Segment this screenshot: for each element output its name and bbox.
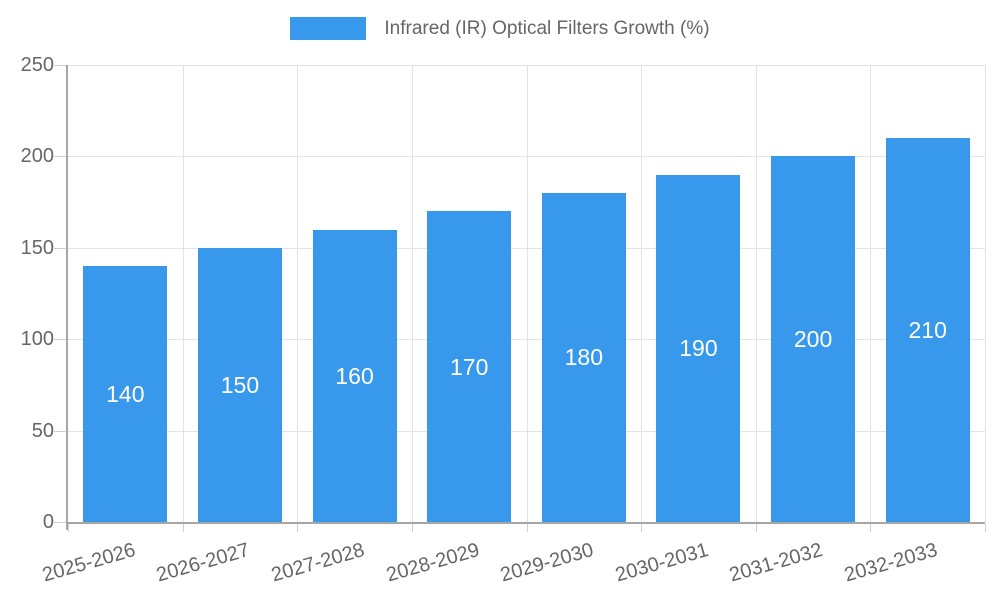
y-tick-label: 50 [31,419,54,442]
x-gridline [411,65,413,522]
bar[interactable] [427,211,512,522]
x-tick-label: 2032-2033 [842,538,941,587]
x-axis-tick [641,524,643,532]
y-tick-label: 150 [20,236,54,259]
bar-value-label: 140 [106,381,145,408]
bar-value-label: 170 [450,353,489,380]
bar[interactable] [541,192,626,522]
x-tick-label: 2028-2029 [383,538,482,587]
x-gridline [526,65,528,522]
x-axis-tick [182,524,184,532]
x-axis-line [66,522,985,524]
bar[interactable] [83,266,168,522]
legend-label: Infrared (IR) Optical Filters Growth (%) [384,17,710,39]
x-axis-tick [870,524,872,532]
bar-value-label: 200 [793,326,833,353]
legend[interactable]: Infrared (IR) Optical Filters Growth (%) [0,17,1000,40]
x-axis-tick [297,524,299,532]
x-gridline [182,65,184,522]
y-tick-label: 100 [20,328,54,351]
bar[interactable] [197,247,282,522]
x-tick-label: 2026-2027 [154,538,253,587]
y-axis-tick [54,430,66,432]
x-axis-tick [755,524,757,532]
x-axis-tick [68,524,69,532]
bar-value-label: 160 [335,362,374,389]
y-axis-line [66,65,68,530]
x-gridline [985,65,986,522]
x-gridline [870,65,872,522]
x-axis-tick [411,524,413,532]
x-axis-tick [985,524,986,532]
y-axis-tick [54,65,66,66]
x-gridline [755,65,757,522]
bar-value-label: 210 [908,317,947,344]
y-tick-label: 0 [42,511,54,533]
x-gridline [297,65,299,522]
y-axis-tick [54,247,66,249]
y-axis-tick [54,339,66,341]
bar-value-label: 150 [220,371,260,398]
y-axis-tick [54,156,66,158]
bar[interactable] [312,229,397,522]
bar[interactable] [885,138,970,522]
x-tick-label: 2025-2026 [39,538,138,587]
y-axis-tick [54,522,66,523]
x-gridline [641,65,643,522]
bar-value-label: 190 [679,335,718,362]
x-tick-label: 2030-2031 [612,538,711,587]
x-tick-label: 2029-2030 [498,538,597,587]
bar-value-label: 180 [564,344,603,371]
x-tick-label: 2031-2032 [727,538,826,587]
x-axis-tick [526,524,528,532]
y-tick-label: 200 [20,145,54,168]
x-tick-label: 2027-2028 [268,538,367,587]
plot-area: 140 150 160 170 180 190 200 210 [54,65,986,532]
bar[interactable] [656,174,741,522]
bar[interactable] [771,156,856,522]
y-tick-label: 250 [20,54,54,76]
legend-swatch-icon [290,17,367,40]
